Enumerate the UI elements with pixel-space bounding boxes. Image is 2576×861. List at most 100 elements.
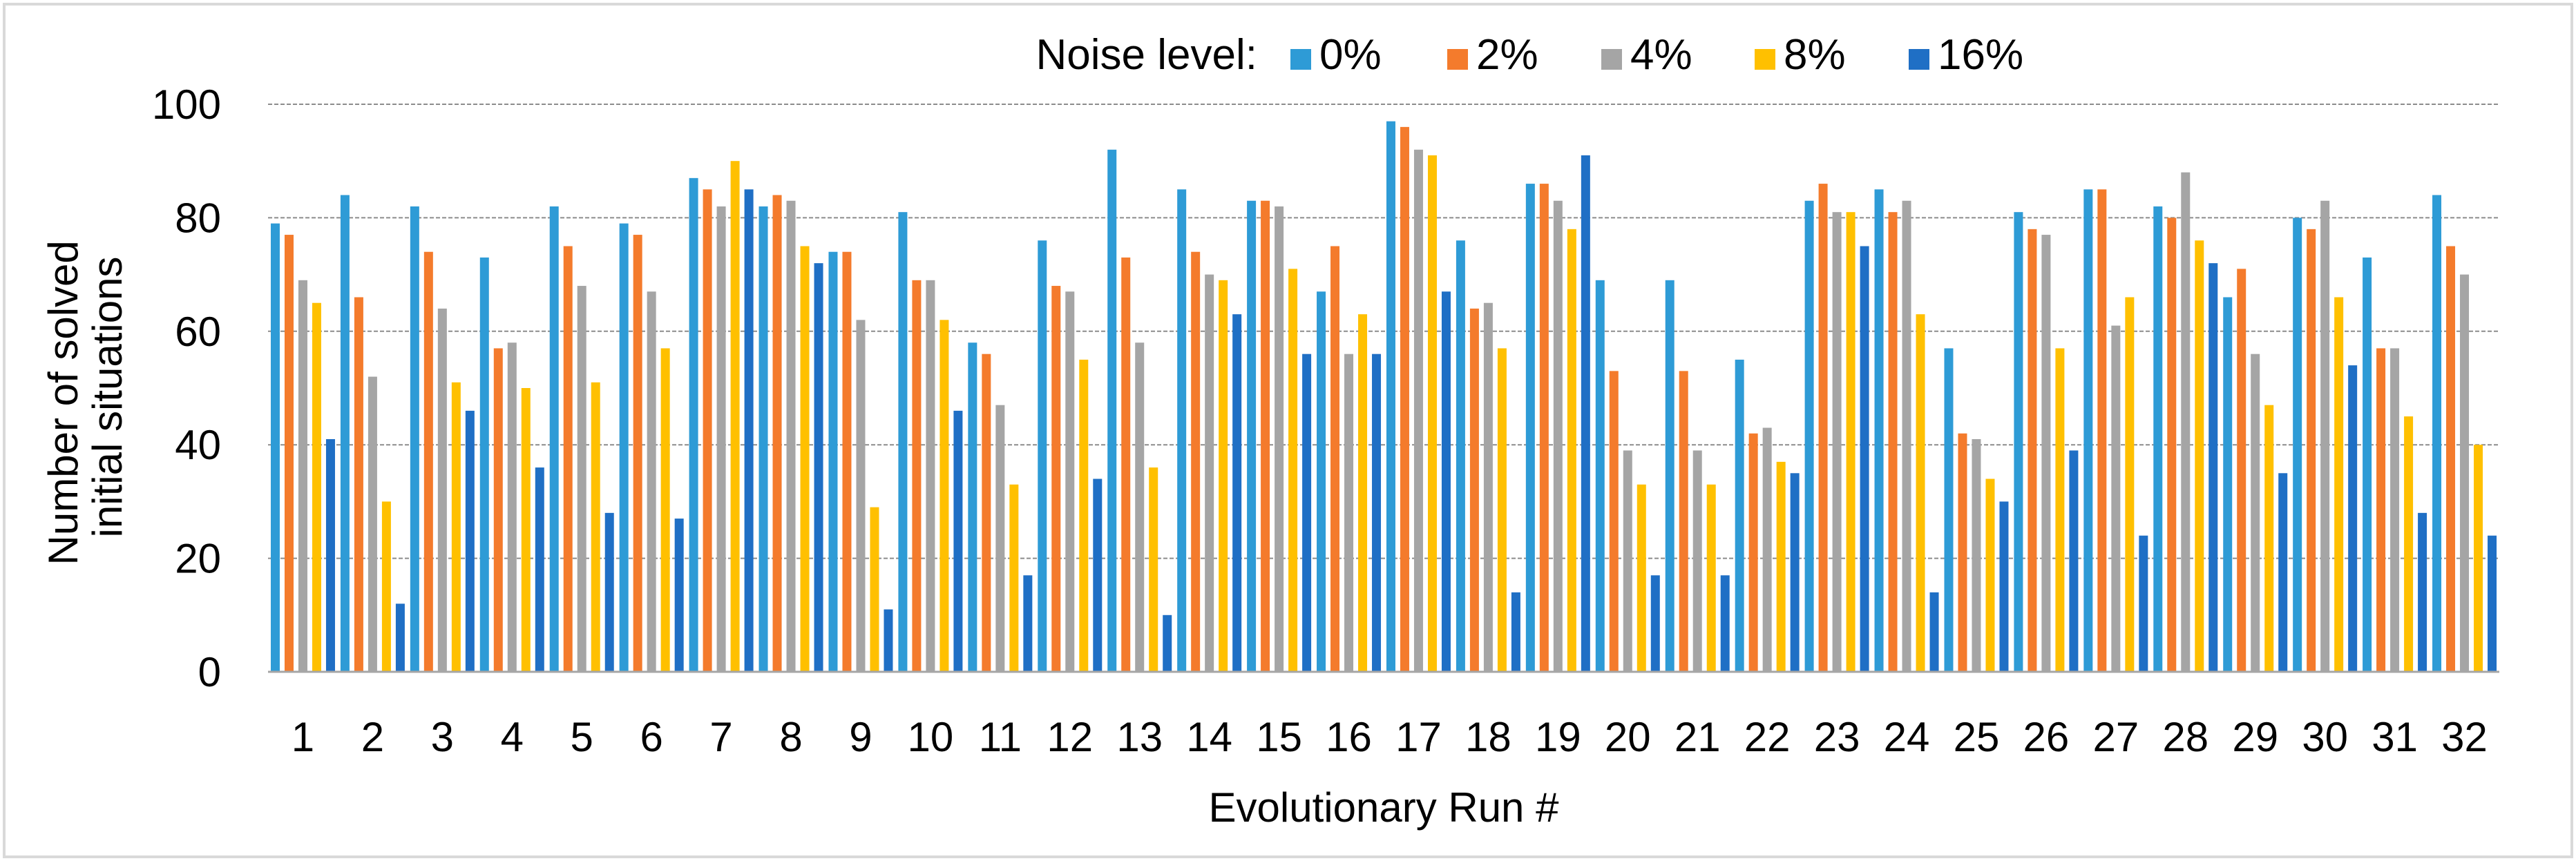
bars xyxy=(270,121,2497,673)
bar-run4-16pct xyxy=(535,467,544,672)
bar-run18-16pct xyxy=(1511,592,1520,672)
bar-run4-0pct xyxy=(479,257,489,672)
bar-run16-0pct xyxy=(1317,291,1326,672)
bar-run11-16pct xyxy=(1023,575,1033,672)
bar-run31-8pct xyxy=(2404,416,2414,672)
bar-run25-8pct xyxy=(1985,478,1995,672)
bar-run28-4pct xyxy=(2181,172,2191,672)
bar-run1-0pct xyxy=(270,223,280,672)
bar-run29-8pct xyxy=(2264,405,2274,672)
bar-run22-16pct xyxy=(1790,473,1800,672)
bar-run19-0pct xyxy=(1525,184,1535,673)
bar-run6-2pct xyxy=(633,235,642,672)
x-axis-title: Evolutionary Run # xyxy=(1209,784,1560,831)
bar-run17-16pct xyxy=(1441,291,1451,672)
bar-run5-2pct xyxy=(563,246,573,672)
bar-run12-4pct xyxy=(1065,291,1075,672)
bar-run22-8pct xyxy=(1776,461,1786,672)
y-tick-label: 0 xyxy=(198,649,221,695)
x-tick-label: 8 xyxy=(779,714,802,760)
bar-run24-2pct xyxy=(1888,212,1898,672)
bar-run20-8pct xyxy=(1637,484,1646,672)
y-tick-label: 60 xyxy=(175,309,221,355)
bar-run11-0pct xyxy=(968,342,977,672)
bar-run1-4pct xyxy=(298,280,307,672)
bar-run27-8pct xyxy=(2125,297,2135,673)
bar-run23-0pct xyxy=(1804,200,1814,672)
legend-swatch-0pct xyxy=(1290,49,1311,70)
bar-run12-0pct xyxy=(1038,240,1047,672)
bar-run20-0pct xyxy=(1595,280,1605,672)
bar-run31-16pct xyxy=(2418,512,2427,672)
bar-run1-8pct xyxy=(312,302,321,672)
bar-run13-8pct xyxy=(1149,467,1158,672)
legend-label: 4% xyxy=(1630,31,1692,79)
bar-run2-16pct xyxy=(395,603,405,672)
x-tick-label: 25 xyxy=(1954,714,2000,760)
x-tick-label: 28 xyxy=(2162,714,2208,760)
bar-run21-0pct xyxy=(1665,280,1675,672)
bar-run11-4pct xyxy=(995,405,1005,672)
bar-run29-0pct xyxy=(2223,297,2233,673)
legend-swatch-4pct xyxy=(1601,49,1622,70)
bar-run27-4pct xyxy=(2111,325,2121,672)
bar-run13-16pct xyxy=(1163,615,1172,672)
x-tick-label: 6 xyxy=(640,714,662,760)
bar-run14-16pct xyxy=(1232,314,1242,672)
bar-run2-4pct xyxy=(368,376,377,672)
bar-run14-4pct xyxy=(1205,274,1214,673)
legend: Noise level: 0% 2% 4% 8% 16% xyxy=(1036,31,2024,79)
bar-run25-2pct xyxy=(1958,433,1967,672)
bar-run3-2pct xyxy=(423,251,433,673)
bar-run24-0pct xyxy=(1874,189,1884,672)
bar-run6-0pct xyxy=(619,223,629,672)
bar-run11-2pct xyxy=(982,354,991,672)
x-tick-label: 11 xyxy=(979,714,1022,760)
bar-run32-0pct xyxy=(2432,195,2442,672)
bar-run4-2pct xyxy=(493,348,503,672)
x-tick-label: 31 xyxy=(2372,714,2418,760)
bar-run19-8pct xyxy=(1567,229,1576,673)
bar-run32-2pct xyxy=(2446,246,2456,672)
x-tick-label: 2 xyxy=(361,714,384,760)
bar-run12-8pct xyxy=(1079,359,1089,672)
x-tick-label: 22 xyxy=(1744,714,1791,760)
x-tick-label: 24 xyxy=(1884,714,1930,760)
bar-run8-2pct xyxy=(772,195,782,672)
bar-run17-8pct xyxy=(1427,155,1437,673)
bar-run7-4pct xyxy=(716,206,726,673)
bar-run13-0pct xyxy=(1107,149,1117,672)
bar-run3-16pct xyxy=(465,410,475,672)
bar-run18-8pct xyxy=(1497,348,1507,672)
y-axis-title-line-2: initial situations xyxy=(84,257,131,538)
bar-run21-4pct xyxy=(1692,450,1702,672)
bar-run8-16pct xyxy=(814,263,823,672)
x-tick-label: 26 xyxy=(2023,714,2070,760)
bar-run29-16pct xyxy=(2278,473,2288,672)
bar-run15-4pct xyxy=(1275,206,1284,673)
bar-run30-2pct xyxy=(2307,229,2316,673)
x-tick-label: 4 xyxy=(501,714,524,760)
bar-run3-8pct xyxy=(451,382,461,672)
bar-run8-0pct xyxy=(759,206,768,673)
bar-run10-16pct xyxy=(953,410,963,672)
bar-run7-8pct xyxy=(730,161,740,672)
bar-run6-4pct xyxy=(647,291,656,672)
bar-run29-2pct xyxy=(2237,269,2246,672)
bar-run8-8pct xyxy=(800,246,810,672)
bar-run15-0pct xyxy=(1247,200,1257,672)
x-tick-label: 32 xyxy=(2441,714,2488,760)
x-tick-label: 15 xyxy=(1256,714,1302,760)
bar-run6-8pct xyxy=(660,348,670,672)
bar-run18-2pct xyxy=(1469,308,1479,672)
bar-run24-8pct xyxy=(1916,314,1925,672)
bar-run20-4pct xyxy=(1623,450,1632,672)
bar-run3-4pct xyxy=(437,308,447,672)
bar-run26-0pct xyxy=(2014,212,2023,672)
bar-run5-0pct xyxy=(549,206,559,673)
bar-run4-8pct xyxy=(521,388,531,672)
y-tick-label: 80 xyxy=(175,195,221,241)
bar-run16-8pct xyxy=(1358,314,1368,672)
bar-run20-16pct xyxy=(1650,575,1660,672)
bar-run25-16pct xyxy=(1999,501,2009,672)
